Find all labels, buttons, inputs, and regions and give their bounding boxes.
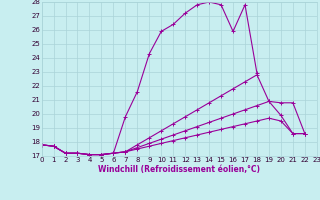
X-axis label: Windchill (Refroidissement éolien,°C): Windchill (Refroidissement éolien,°C) xyxy=(98,165,260,174)
